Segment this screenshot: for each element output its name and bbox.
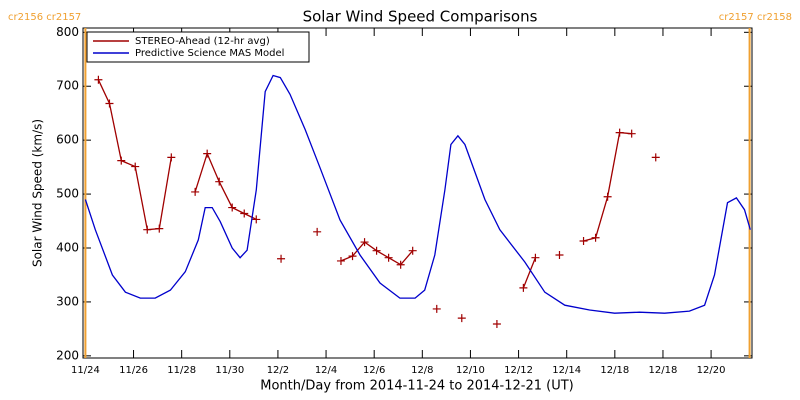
y-tick-label: 600: [56, 133, 79, 147]
data-point: [348, 252, 357, 261]
y-tick-label: 300: [56, 294, 79, 308]
series-line: [84, 74, 751, 314]
data-point: [519, 283, 528, 292]
data-point: [155, 224, 164, 233]
data-point: [94, 75, 103, 84]
data-point: [372, 246, 381, 255]
x-tick-label: 12/12: [504, 365, 533, 376]
data-point: [651, 153, 660, 162]
data-point: [105, 99, 114, 108]
y-axis-label: Solar Wind Speed (km/s): [31, 119, 45, 267]
data-point: [531, 253, 540, 262]
legend-label: Predictive Science MAS Model: [135, 48, 284, 59]
data-point: [167, 153, 176, 162]
rotation-label: cr2156 cr2157: [8, 12, 81, 23]
data-point: [203, 149, 212, 158]
data-point: [396, 260, 405, 269]
data-point: [591, 233, 600, 242]
y-tick-label: 500: [56, 187, 79, 201]
y-tick-label: 700: [56, 79, 79, 93]
x-tick-label: 11/28: [167, 365, 196, 376]
data-point: [252, 215, 261, 224]
data-point: [579, 236, 588, 245]
data-point: [603, 192, 612, 201]
data-point: [408, 246, 417, 255]
data-point: [384, 253, 393, 262]
data-point: [360, 238, 369, 247]
legend-box: [86, 31, 310, 63]
x-tick-label: 11/24: [71, 365, 100, 376]
data-point: [240, 209, 249, 218]
series-line: [98, 80, 655, 288]
data-point: [131, 162, 140, 171]
x-tick-label: 11/26: [119, 365, 148, 376]
data-point: [277, 254, 286, 263]
x-axis-label: Month/Day from 2014-11-24 to 2014-12-21 …: [260, 379, 573, 394]
data-point: [432, 304, 441, 313]
x-tick-label: 12/6: [363, 365, 385, 376]
data-point: [627, 129, 636, 138]
x-tick-label: 12/10: [456, 365, 485, 376]
data-point: [143, 225, 152, 234]
x-tick-label: 11/30: [215, 365, 244, 376]
x-tick-label: 12/18: [600, 365, 629, 376]
x-tick-label: 12/18: [649, 365, 678, 376]
y-tick-label: 400: [56, 241, 79, 255]
data-point: [215, 177, 224, 186]
data-point: [228, 203, 237, 212]
x-tick-label: 12/20: [697, 365, 726, 376]
data-point: [457, 314, 466, 323]
plot-frame: [82, 27, 753, 359]
x-tick-label: 12/2: [267, 365, 289, 376]
data-point: [336, 256, 345, 265]
y-tick-label: 800: [56, 25, 79, 39]
y-tick-label: 200: [56, 348, 79, 362]
data-point: [615, 128, 624, 137]
data-point: [117, 156, 126, 165]
legend-label: STEREO-Ahead (12-hr avg): [135, 36, 270, 47]
x-tick-label: 12/4: [315, 365, 337, 376]
data-point: [555, 251, 564, 260]
data-point: [191, 187, 200, 196]
x-tick-label: 12/8: [411, 365, 433, 376]
data-point: [313, 227, 322, 236]
data-point: [492, 320, 501, 329]
rotation-label: cr2157 cr2158: [719, 12, 792, 23]
x-tick-label: 12/14: [552, 365, 581, 376]
chart-title: Solar Wind Speed Comparisons: [303, 8, 538, 26]
